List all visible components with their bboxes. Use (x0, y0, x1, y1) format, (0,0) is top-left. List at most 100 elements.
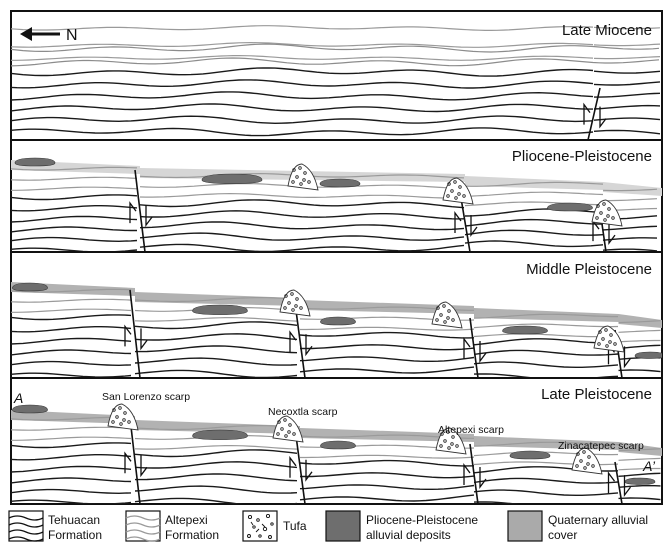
altepexi-layer-line (11, 186, 138, 191)
legend-label: alluvial deposits (366, 528, 451, 542)
tufa-dot (447, 182, 451, 186)
fault-up-arrow-icon (607, 471, 616, 494)
fault-up-arrow-icon (124, 324, 132, 347)
tehuacan-layer-line (299, 484, 475, 490)
pliocene-alluvial-deposit (547, 202, 593, 212)
altepexi-layer-line (473, 313, 618, 319)
tufa-dot (436, 306, 440, 310)
tufa-dot (303, 171, 307, 175)
tufa-dot (596, 204, 600, 208)
pliocene-alluvial-deposit (634, 351, 662, 359)
tufa-dot (609, 333, 613, 337)
tufa-dot (294, 304, 298, 308)
strata-layers (11, 403, 662, 532)
tufa-dot (439, 313, 443, 317)
altepexi-layer-line (11, 25, 594, 31)
tehuacan-layer-line (299, 459, 475, 467)
tufa-dot (451, 435, 455, 439)
tufa-dot (111, 420, 115, 424)
altepexi-layer-line (134, 445, 298, 450)
tufa-dot (457, 192, 461, 196)
tehuacan-layer-line (300, 472, 475, 479)
tufa-dot (597, 342, 601, 346)
panel-late-pleistocene: Late Pleistocene A A’ San Lorenzo scarp … (10, 377, 663, 532)
tehuacan-layer-line (11, 337, 132, 345)
tufa-dot (454, 196, 458, 200)
tehuacan-layer-line (473, 349, 619, 356)
tufa-deposit (435, 427, 467, 455)
tufa-dot (458, 185, 462, 189)
tehuacan-layer-line (299, 494, 475, 502)
tufa-dot (453, 180, 457, 184)
tehuacan-layer-line (11, 454, 132, 461)
pliocene-alluvial-deposit (319, 178, 361, 188)
tehuacan-layer-line (134, 449, 298, 458)
altepexi-layer-line (464, 181, 604, 187)
legend-item-quaternary-cover: Quaternary alluvial cover (507, 510, 648, 542)
strata-layers (11, 157, 662, 252)
tufa-dot (455, 444, 459, 448)
tufa-dot (277, 420, 281, 424)
tufa-dot (283, 418, 287, 422)
tufa-dot (439, 444, 443, 448)
tufa-dot (579, 459, 583, 463)
fault-up-arrow-icon (583, 102, 591, 125)
tufa-dot (599, 211, 603, 215)
altepexi-layer-line (618, 467, 661, 471)
tehuacan-layer-line (139, 243, 465, 252)
tufa-dot (290, 292, 294, 296)
legend: Tehuacan Formation Altepexi Formation Tu… (8, 510, 648, 542)
panel-title: Middle Pleistocene (526, 261, 652, 278)
tehuacan-layer-line (134, 333, 298, 341)
tufa-dot (276, 432, 280, 436)
tehuacan-layer-line (139, 210, 465, 220)
scarp-label-necoxtla: Necoxtla scarp (268, 406, 338, 418)
tufa-dot (576, 452, 580, 456)
tufa-dot (442, 304, 446, 308)
tehuacan-layer-line (11, 91, 594, 101)
tufa-dot (607, 207, 611, 211)
altepexi-layer-line (134, 317, 298, 322)
legend-label: Tehuacan (48, 513, 100, 527)
altepexi-layer-line (134, 425, 298, 431)
tufa-dot (112, 408, 116, 412)
tehuacan-layer-line (594, 92, 661, 98)
tufa-dot (450, 189, 454, 193)
tehuacan-layer-line (11, 103, 593, 113)
legend-label: Formation (48, 528, 102, 542)
tufa-deposit (591, 199, 623, 227)
tufa-dot (280, 427, 284, 431)
fault-down-arrow-icon (140, 328, 148, 351)
fault-up-arrow-icon (454, 211, 462, 233)
altepexi-layer-line (618, 339, 661, 343)
tehuacan-layer-line (11, 488, 132, 495)
legend-swatch (242, 510, 278, 542)
tehuacan-layer-line (11, 226, 137, 233)
legend-label: Quaternary alluvial (548, 513, 648, 527)
tehuacan-layer-line (618, 484, 661, 488)
fault-down-arrow-icon (305, 459, 313, 482)
tufa-dot (598, 330, 602, 334)
fault-down-arrow-icon (305, 334, 313, 357)
tehuacan-layer-line (139, 221, 465, 231)
tehuacan-layer-line (11, 465, 132, 473)
legend-label: Pliocene-Pleistocene (366, 513, 478, 527)
tehuacan-layer-line (593, 129, 661, 135)
light-gray-swatch (507, 510, 543, 542)
tehuacan-layer-line (139, 199, 465, 209)
tufa-dot (435, 318, 439, 322)
tufa-dot (283, 306, 287, 310)
tehuacan-layer-line (11, 67, 594, 77)
altepexi-layer-line (618, 457, 661, 461)
scarp-label-altepexi: Altepexi scarp (438, 424, 504, 436)
tehuacan-layer-line (593, 104, 661, 110)
tehuacan-layer-line (473, 361, 619, 368)
tufa-dot (115, 415, 119, 419)
tufa-dot (118, 406, 122, 410)
tehuacan-layer-line (299, 331, 475, 339)
tehuacan-layer-line (474, 527, 618, 532)
fault-line (469, 443, 479, 504)
legend-swatch (125, 510, 161, 542)
fault-line (614, 461, 623, 504)
tehuacan-layer-line (464, 229, 604, 236)
